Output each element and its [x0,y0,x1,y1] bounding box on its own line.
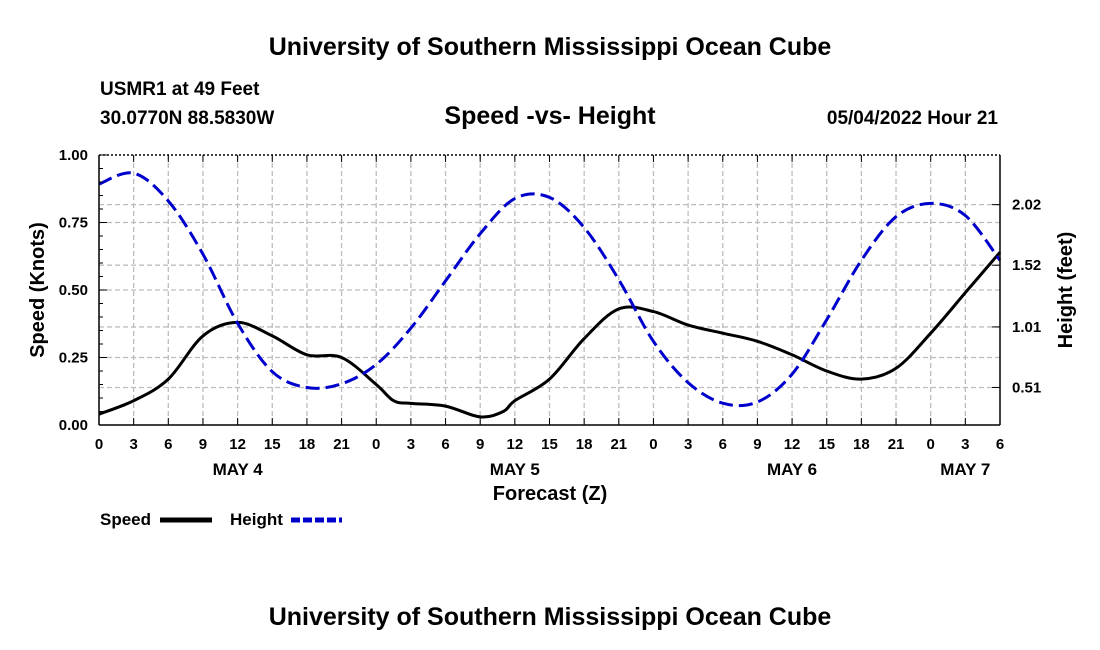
x-tick-label: 0 [95,436,103,453]
x-tick-label: 0 [649,436,657,453]
day-label: MAY 6 [767,460,817,479]
x-tick-label: 0 [372,436,380,453]
x-tick-label: 6 [441,436,449,453]
chart-title: Speed -vs- Height [444,102,656,130]
axis-ticks: 0 3 6 9 12 15 18 21 0 3 6 9 12 15 18 21 0 3 6 9 12 15 18 21 0 3 6 0… [59,147,1041,479]
legend-speed-label: Speed [100,510,151,529]
y2-tick-label: 1.52 [1012,257,1041,274]
y-tick-label: 0.25 [59,350,88,367]
x-tick-label: 18 [576,436,593,453]
x-tick-label: 21 [333,436,350,453]
x-tick-label: 18 [853,436,870,453]
y2-tick-label: 0.51 [1012,379,1041,396]
x-tick-label: 18 [299,436,316,453]
x-tick-label: 12 [507,436,524,453]
y-tick-label: 0.75 [59,215,88,232]
x-tick-label: 9 [476,436,484,453]
series-line-height [98,171,1002,408]
x-tick-label: 0 [927,436,935,453]
y-tick-label: 0.50 [59,282,88,299]
location-label: 30.0770N 88.5830W [100,108,274,129]
x-tick-label: 3 [961,436,969,453]
x-tick-label: 12 [229,436,246,453]
x-tick-label: 9 [199,436,207,453]
x-tick-label: 9 [753,436,761,453]
y2-tick-label: 2.02 [1012,197,1041,214]
day-label: MAY 7 [940,460,990,479]
x-tick-label: 15 [541,436,558,453]
x-tick-label: 3 [684,436,692,453]
y2-tick-label: 1.01 [1012,319,1041,336]
x-tick-label: 6 [164,436,172,453]
x-tick-label: 15 [264,436,281,453]
day-label: MAY 4 [213,460,264,479]
bottom-title: University of Southern Mississippi Ocean… [269,603,832,631]
x-tick-label: 21 [610,436,627,453]
x-tick-label: 6 [996,436,1004,453]
y-axis-label: Speed (Knots) [27,222,49,358]
x-tick-label: 3 [129,436,137,453]
day-label: MAY 5 [490,460,540,479]
x-tick-label: 3 [407,436,415,453]
timestamp-label: 05/04/2022 Hour 21 [827,108,999,129]
top-title: University of Southern Mississippi Ocean… [269,33,832,61]
legend: Speed Height [100,510,342,529]
x-tick-label: 12 [784,436,801,453]
grid-lines [99,155,1000,425]
x-tick-label: 15 [818,436,835,453]
y-tick-label: 0.00 [59,417,88,434]
x-tick-label: 21 [888,436,905,453]
y-tick-label: 1.00 [59,147,88,164]
series-lines [98,171,1002,419]
x-axis-label: Forecast (Z) [493,483,607,505]
y2-axis-label: Height (feet) [1055,232,1077,349]
x-tick-label: 6 [719,436,727,453]
station-label: USMR1 at 49 Feet [100,79,260,100]
legend-height-label: Height [230,510,283,529]
series-line-speed [98,251,1002,419]
